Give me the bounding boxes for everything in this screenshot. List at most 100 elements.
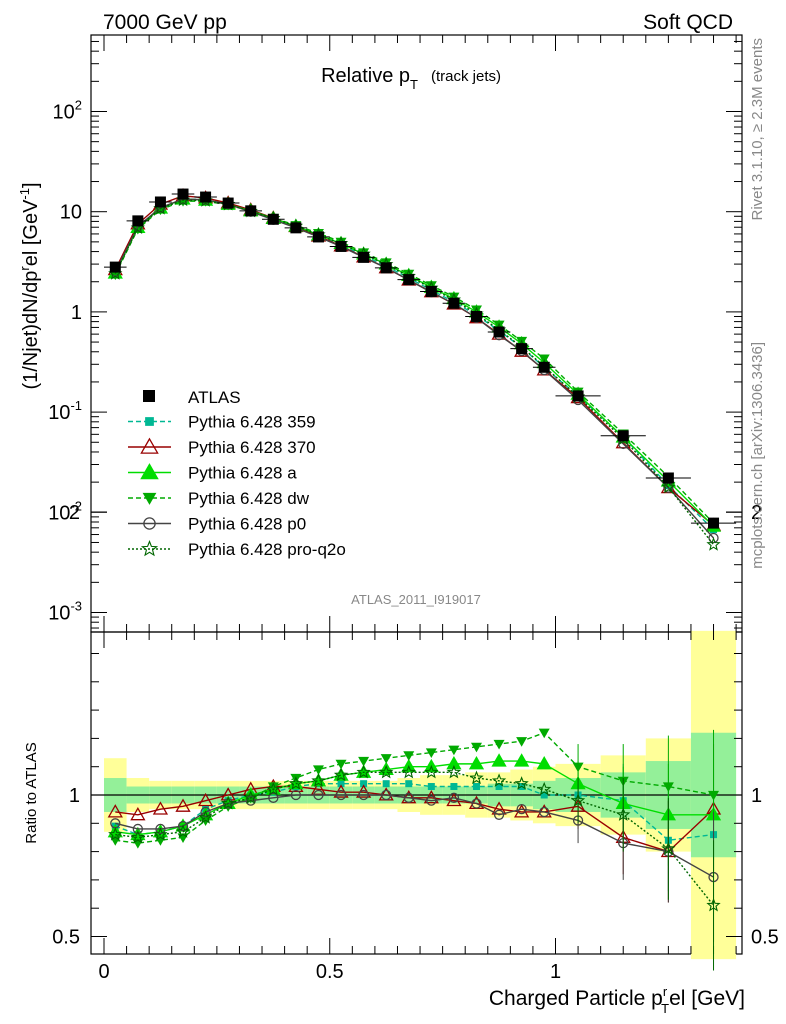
series-5-ratio-point [130, 829, 146, 844]
series-0-ratio-point [472, 783, 480, 791]
y-tick-label: 1 [71, 302, 82, 324]
ratio-tick-label-right: 0.5 [751, 927, 779, 949]
series-4-ratio-point [155, 823, 166, 835]
legend-label-4: Pythia 6.428 p0 [188, 515, 306, 534]
ratio-uncertainty-bands [91, 630, 742, 960]
series-4-ratio-point [493, 809, 505, 820]
legend-marker-1 [140, 437, 159, 454]
chart-title-note: (track jets) [431, 68, 501, 85]
series-5-ratio-point [243, 790, 258, 804]
series-3-ratio-point [470, 742, 482, 753]
series-5-ratio-point [198, 810, 213, 824]
series-4-ratio-point [245, 795, 256, 806]
rivet-version: Rivet 3.1.10, ≥ 2.3M events [749, 38, 766, 221]
legend-label-atlas: ATLAS [188, 388, 241, 407]
series-5-ratio-point [401, 764, 416, 779]
legend-marker-3 [142, 492, 157, 505]
series-5-ratio-point [175, 824, 191, 838]
series-5-ratio-point [333, 767, 349, 782]
analysis-id: ATLAS_2011_I919017 [351, 592, 481, 607]
y-axis-label: (1/Njet)dN/dprel [GeV-1] [17, 182, 42, 389]
series-3-ratio-point [380, 754, 392, 764]
series-0-ratio-point [382, 780, 390, 788]
series-5-ratio-point [266, 781, 281, 796]
series-1-ratio-point [491, 801, 507, 815]
legend-label-5: Pythia 6.428 pro-q2o [188, 540, 346, 559]
x-tick-label: 0 [98, 961, 109, 983]
x-axis-label: Charged Particle pr Tel [GeV] [489, 984, 745, 1016]
series-4-ratio-point [516, 804, 527, 815]
series-5-ratio-point [661, 841, 676, 855]
ratio-axis-label: Ratio to ATLAS [23, 742, 40, 843]
legend-marker-2 [140, 463, 159, 480]
series-3-point [470, 305, 482, 316]
series-0-ratio-point [540, 791, 548, 799]
legend-marker-5 [140, 539, 159, 557]
series-1-ratio-point [130, 806, 146, 821]
series-5-ratio-point [616, 807, 631, 821]
y-tick-label: 10-1 [48, 398, 82, 424]
series-2-ratio-point [514, 753, 530, 767]
legend-marker-0 [145, 417, 154, 426]
x-tick-label: 0.5 [316, 961, 344, 983]
series-5-ratio-point [469, 770, 484, 785]
mcplots-reference: mcplots.cern.ch [arXiv:1306.3436] [749, 342, 766, 569]
legend-marker-4 [143, 517, 156, 530]
series-3-point [109, 270, 121, 281]
series-2-ratio-point [491, 753, 507, 767]
atlas-data-group [104, 188, 737, 529]
series-1-ratio-point [446, 792, 462, 807]
series-3-ratio-point [708, 790, 720, 801]
legend-label-3: Pythia 6.428 dw [188, 489, 310, 508]
series-2-ratio-point [446, 756, 462, 770]
ratio-tick-label-left: 1 [69, 785, 80, 807]
ratio-axis-ticks: 0.5 0.5 1 1 2 2 0 0.5 1 [52, 502, 779, 983]
series-4-ratio-point [268, 792, 279, 803]
series-4-ratio-point [335, 789, 347, 801]
series-1-ratio-point [175, 798, 191, 812]
series-4-line [114, 198, 715, 539]
series-4-ratio-point [403, 792, 414, 803]
series-5-ratio-point [153, 827, 168, 841]
series-1-ratio-point [107, 804, 123, 818]
series-4-ratio-point [177, 820, 189, 832]
y-tick-label: 10 [60, 202, 82, 224]
series-5-ratio-point [491, 773, 507, 787]
series-0-ratio-point [450, 783, 458, 791]
series-3-ratio-point [403, 751, 415, 761]
series-5-ratio-point [570, 793, 586, 807]
series-3-ratio-point [538, 728, 550, 739]
series-3-ratio-point [425, 748, 437, 759]
series-3-ratio-line [115, 731, 714, 844]
ratio-tick-label-right: 2 [751, 502, 762, 524]
legend-label-2: Pythia 6.428 a [188, 464, 297, 483]
series-3-point [132, 224, 144, 235]
series-0-ratio-point [495, 783, 503, 791]
series-4-ratio-point [539, 806, 550, 818]
series-1-ratio-point [197, 792, 214, 807]
series-3-ratio-point [662, 782, 674, 793]
legend-label-0: Pythia 6.428 359 [188, 413, 316, 432]
series-0-ratio-point [427, 783, 435, 791]
series-5-ratio-line [115, 771, 715, 906]
series-5-ratio-point [446, 764, 462, 779]
series-4-ratio-point [132, 823, 144, 835]
series-0-ratio-point [337, 780, 345, 788]
legend-marker-atlas [143, 390, 155, 402]
y-tick-label: 10-3 [48, 599, 82, 625]
series-3-ratio-point [335, 759, 347, 770]
series-0-ratio-point [405, 780, 413, 788]
series-5-ratio-point [311, 773, 326, 787]
series-5-ratio-point [424, 764, 439, 779]
series-3-ratio-point [358, 756, 370, 767]
series-5-point [706, 537, 721, 551]
series-1-ratio-point [514, 804, 530, 818]
series-1-ratio-point [310, 781, 327, 795]
series-3-ratio-point [448, 745, 460, 756]
series-5-ratio-point [537, 781, 552, 796]
x-tick-label: 1 [550, 961, 561, 983]
series-3-point [448, 292, 460, 303]
chart-title: Relative pT [321, 65, 418, 92]
series-4-ratio-point [381, 789, 392, 801]
